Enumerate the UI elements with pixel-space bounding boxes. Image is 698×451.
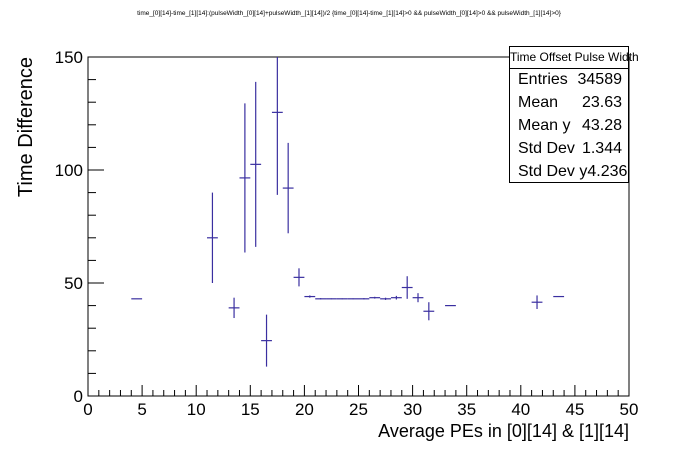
y-axis-label: Time Difference [15, 57, 37, 197]
y-tick-label: 0 [74, 387, 83, 406]
x-tick-label: 30 [403, 400, 422, 419]
stats-row-entries: Entries 34589 [510, 69, 628, 92]
x-tick-label: 20 [295, 400, 314, 419]
x-tick-label: 40 [511, 400, 530, 419]
x-tick-label: 5 [137, 400, 146, 419]
x-tick-label: 45 [565, 400, 584, 419]
stats-box: Time Offset Pulse Width Entries 34589 Me… [509, 46, 639, 183]
stats-label: Std Dev [518, 139, 575, 157]
stats-label: Std Dev y [518, 162, 588, 180]
stats-value: 1.344 [581, 139, 622, 157]
stats-row-std-dev-y: Std Dev y 4.236 [510, 160, 628, 183]
stats-row-mean: Mean 23.63 [510, 92, 628, 115]
y-tick-label: 50 [64, 274, 83, 293]
x-axis-label: Average PEs in [0][14] & [1][14] [378, 421, 629, 441]
x-tick-label: 25 [349, 400, 368, 419]
stats-label: Mean y [518, 116, 571, 134]
x-tick-label: 35 [457, 400, 476, 419]
x-tick-label: 0 [83, 400, 92, 419]
stats-row-mean-y: Mean y 43.28 [510, 115, 628, 138]
x-tick-label: 10 [187, 400, 206, 419]
chart-title: time_[0][14]-time_[1][14]:(pulseWidth_[0… [137, 10, 561, 17]
y-tick-label: 100 [55, 161, 83, 180]
stats-box-title: Time Offset Pulse Width [510, 47, 639, 69]
stats-value: 23.63 [581, 94, 622, 112]
stats-value: 34589 [577, 71, 623, 89]
stats-row-std-dev: Std Dev 1.344 [510, 137, 628, 160]
x-tick-label: 15 [241, 400, 260, 419]
stats-value: 4.236 [587, 162, 628, 180]
stats-label: Entries [518, 71, 568, 89]
x-tick-label: 50 [620, 400, 639, 419]
stats-label: Mean [518, 94, 559, 112]
y-tick-label: 150 [55, 48, 83, 67]
stats-value: 43.28 [581, 116, 622, 134]
